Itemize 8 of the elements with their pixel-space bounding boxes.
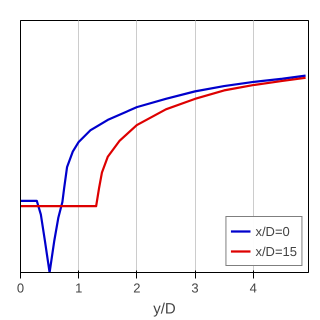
x-tick-label: 1 bbox=[75, 280, 82, 296]
x-tick-label: 0 bbox=[16, 280, 24, 296]
legend-label: x/D=15 bbox=[255, 244, 297, 258]
x-tick-label: 2 bbox=[133, 280, 140, 296]
legend-label: x/D=0 bbox=[255, 224, 290, 238]
x-tick-label: 3 bbox=[191, 280, 199, 296]
x-tick-label: 4 bbox=[250, 280, 257, 296]
x-axis-title: y/D bbox=[153, 300, 176, 318]
